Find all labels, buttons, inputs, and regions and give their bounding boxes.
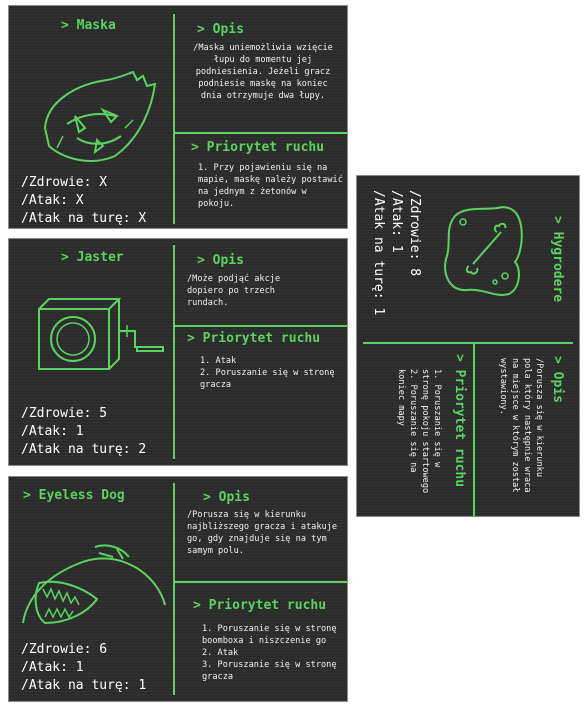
stat-attack-per-turn: /Atak na turę: 1 [21, 678, 147, 693]
title-prefix: > [550, 216, 565, 224]
priority-label: Priorytet ruchu [452, 369, 467, 488]
stat-health: /Zdrowie: 6 [21, 642, 108, 657]
monster-name: Eyeless Dog [38, 488, 125, 503]
stats-block: /Zdrowie: 8 /Atak: 1 /Atak na turę: 1 [369, 190, 423, 315]
heading-prefix: > [193, 598, 201, 613]
vertical-divider [363, 342, 573, 344]
description: /Porusza się w kierunku najbliższego gra… [187, 510, 338, 556]
vertical-divider [173, 483, 175, 695]
stat-attack: /Atak: 1 [21, 660, 84, 675]
priority-item: 2. Poruszanie się na koniec mapy [395, 356, 419, 496]
stat-health: /Zdrowie: 8 [407, 190, 422, 277]
priority-item: 1. Poruszanie się w stronę pokoju starto… [419, 356, 443, 496]
heading-prefix: > [197, 253, 205, 268]
title-prefix: > [23, 488, 31, 503]
card-hygrodere[interactable]: > Hygrodere /Zdrowie: 8 /Atak: 1 /Atak n… [356, 175, 580, 517]
stat-attack: /Atak: 1 [389, 190, 404, 253]
priority-list: 1. Poruszanie się w stronę pokoju starto… [395, 356, 443, 496]
stat-attack: /Atak: X [21, 193, 84, 208]
card-maska[interactable]: > Maska /Zdrowie: X /Atak: X /Atak na tu… [8, 5, 348, 229]
card-eyeless-dog[interactable]: > Eyeless Dog /Zdrowie: 6 /Atak: 1 /Atak… [8, 476, 348, 702]
slime-bone-icon [439, 202, 529, 302]
priority-item: 2. Atak [189, 647, 339, 659]
opis-label: Opis [550, 371, 565, 403]
opis-heading: > Opis [203, 490, 250, 505]
vertical-divider [173, 14, 175, 224]
heading-prefix: > [550, 356, 565, 364]
priority-item: 2. Poruszanie się w stronę gracza [187, 367, 337, 391]
priority-list: 1. Przy pojawieniu się na mapie, maskę n… [185, 162, 345, 210]
priority-text: 1. Poruszanie się w stronę boomboxa i ni… [202, 624, 337, 646]
monster-name: Maska [76, 18, 116, 33]
priority-text: 3. Poruszanie się w stronę gracza [202, 660, 337, 682]
priority-text: 2. Poruszanie się na koniec mapy [396, 369, 418, 473]
priority-list: 1. Atak 2. Poruszanie się w stronę gracz… [187, 355, 337, 391]
priority-text: 2. Poruszanie się w stronę gracza [200, 368, 335, 390]
horizontal-divider [175, 132, 347, 134]
rotated-frame: > Hygrodere /Zdrowie: 8 /Atak: 1 /Atak n… [357, 176, 579, 516]
stats-block: /Zdrowie: 6 /Atak: 1 /Atak na turę: 1 [21, 641, 146, 695]
opis-label: Opis [212, 253, 244, 268]
priority-item: 3. Poruszanie się w stronę gracza [189, 659, 339, 683]
priority-text: 1. Przy pojawieniu się na mapie, maskę n… [198, 163, 343, 209]
heading-prefix: > [203, 490, 211, 505]
vertical-divider [173, 245, 175, 459]
description: /Porusza się w kierunku pola który nastę… [498, 358, 544, 493]
heading-prefix: > [191, 140, 199, 155]
stat-health: /Zdrowie: X [21, 175, 108, 190]
horizontal-divider [175, 325, 347, 327]
priority-heading: > Priorytet ruchu [191, 140, 324, 155]
description: /Maska uniemożliwia wzięcie łupu do mome… [193, 43, 333, 101]
card-title: > Eyeless Dog [23, 488, 125, 503]
stat-attack: /Atak: 1 [21, 424, 84, 439]
opis-label: Opis [212, 22, 244, 37]
horizontal-divider [473, 344, 475, 516]
opis-heading: > Opis [197, 253, 244, 268]
monster-name: Jaster [76, 250, 124, 265]
priority-label: Priorytet ruchu [208, 598, 327, 613]
heading-prefix: > [452, 354, 467, 362]
card-jaster[interactable]: > Jaster /Zdrowie: 5 /Atak: 1 /Atak na t… [8, 238, 348, 466]
priority-list: 1. Poruszanie się w stronę boomboxa i ni… [189, 623, 339, 683]
priority-item: 1. Atak [187, 355, 337, 367]
priority-text: 2. Atak [202, 648, 239, 658]
card-title: > Jaster [61, 250, 124, 265]
priority-heading: > Priorytet ruchu [452, 354, 467, 487]
priority-text: 1. Poruszanie się w stronę pokoju starto… [420, 369, 442, 494]
card-title: > Hygrodere [550, 216, 565, 302]
opis-heading: > Opis [197, 22, 244, 37]
stat-attack-per-turn: /Atak na turę: 1 [371, 190, 386, 316]
stat-attack-per-turn: /Atak na turę: X [21, 211, 147, 226]
priority-heading: > Priorytet ruchu [193, 598, 326, 613]
title-prefix: > [61, 250, 69, 265]
priority-item: 1. Przy pojawieniu się na mapie, maskę n… [185, 162, 345, 210]
title-prefix: > [61, 18, 69, 33]
monster-name: Hygrodere [550, 231, 565, 303]
horizontal-divider [175, 581, 347, 583]
stats-block: /Zdrowie: X /Atak: X /Atak na turę: X [21, 174, 146, 228]
stats-block: /Zdrowie: 5 /Atak: 1 /Atak na turę: 2 [21, 405, 146, 459]
heading-prefix: > [197, 22, 205, 37]
priority-label: Priorytet ruchu [202, 331, 321, 346]
opis-label: Opis [218, 490, 250, 505]
priority-text: 1. Atak [200, 356, 237, 366]
jack-in-the-box-icon [35, 289, 165, 374]
mask-icon [37, 66, 162, 166]
eyeless-dog-icon [17, 527, 167, 637]
stat-attack-per-turn: /Atak na turę: 2 [21, 442, 147, 457]
card-title: > Maska [61, 18, 116, 33]
priority-heading: > Priorytet ruchu [187, 331, 320, 346]
priority-label: Priorytet ruchu [206, 140, 325, 155]
description: /Może podjąć akcje dopiero po trzech run… [187, 274, 281, 308]
priority-item: 1. Poruszanie się w stronę boomboxa i ni… [189, 623, 339, 647]
opis-heading: > Opis [550, 356, 565, 403]
stat-health: /Zdrowie: 5 [21, 406, 108, 421]
heading-prefix: > [187, 331, 195, 346]
